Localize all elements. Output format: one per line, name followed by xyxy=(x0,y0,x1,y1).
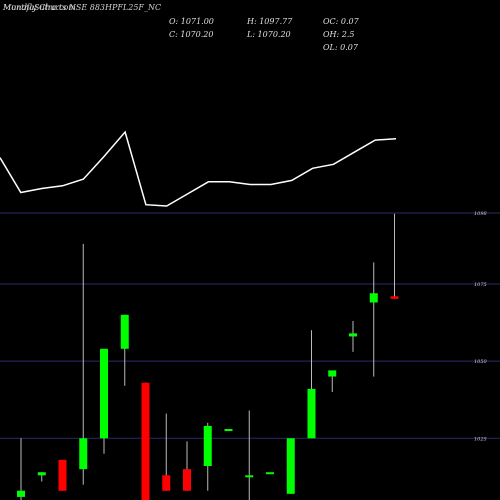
candle xyxy=(79,243,88,485)
ohlc-close: C: 1070.20 xyxy=(169,30,214,39)
candle-body xyxy=(390,296,399,299)
ohlc-ol: OL: 0.07 xyxy=(323,43,358,52)
candle xyxy=(141,382,150,500)
candle-body xyxy=(162,475,171,491)
candle-body xyxy=(349,333,357,337)
candle-body xyxy=(266,472,274,475)
candlestick-chart xyxy=(17,213,399,500)
ohlc-low: L: 1070.20 xyxy=(247,30,291,39)
ohlc-oc: OC: 0.07 xyxy=(323,17,359,26)
candle xyxy=(328,370,337,392)
candle-body xyxy=(120,314,129,349)
grid-lines xyxy=(0,212,500,439)
candle xyxy=(286,438,295,494)
candle-body xyxy=(58,459,67,491)
overlay-series-line xyxy=(0,130,397,207)
candle xyxy=(58,459,67,491)
candle xyxy=(307,330,316,439)
candle xyxy=(390,213,399,299)
candle xyxy=(183,441,191,491)
y-tick-label: 1050 xyxy=(474,359,488,365)
candle xyxy=(162,413,171,491)
candle-body xyxy=(224,429,233,432)
candle xyxy=(369,262,378,377)
candle xyxy=(17,438,25,500)
y-tick-label: 1075 xyxy=(474,282,487,288)
site-title: MunafaSutra.com xyxy=(3,3,76,12)
candle-body xyxy=(141,382,150,500)
candle-body xyxy=(203,425,212,467)
candle-body xyxy=(37,472,46,476)
candle-body xyxy=(79,438,88,470)
candle xyxy=(100,348,108,454)
candle-body xyxy=(100,348,108,439)
candle xyxy=(120,314,129,386)
candle-body xyxy=(307,388,316,439)
candle-body xyxy=(245,475,254,478)
candle-body xyxy=(183,469,191,491)
chart-title: Monthly Charts NSE 883HPFL25F_NC xyxy=(3,3,162,12)
candle xyxy=(203,422,212,491)
ohlc-high: H: 1097.77 xyxy=(247,17,293,26)
y-tick-label: 1098 xyxy=(474,211,487,217)
candle-body xyxy=(286,438,295,494)
candle xyxy=(37,472,46,482)
candle-body xyxy=(369,293,378,303)
candle xyxy=(349,321,357,352)
candle-body xyxy=(328,370,337,377)
ohlc-open: O: 1071.00 xyxy=(169,17,214,26)
ohlc-oh: OH: 2.5 xyxy=(323,30,355,39)
candle xyxy=(245,410,254,500)
candle xyxy=(266,472,274,475)
overlay-line-chart xyxy=(0,130,397,207)
y-tick-label: 1025 xyxy=(474,436,487,442)
y-axis-ticks: 1025 1050 1075 1098 xyxy=(474,211,488,442)
candle xyxy=(224,429,233,432)
candle-body xyxy=(17,490,25,497)
